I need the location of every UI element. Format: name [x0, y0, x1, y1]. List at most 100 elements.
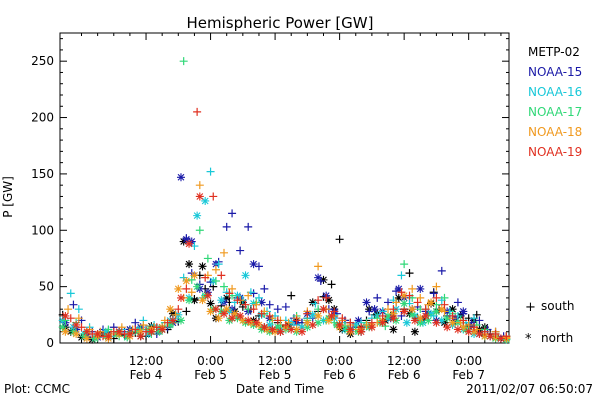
north-point	[427, 298, 436, 307]
marker-legend-item: * north	[525, 331, 573, 347]
north-point	[416, 284, 425, 293]
south-point	[241, 300, 250, 309]
north-point	[61, 327, 70, 336]
north-point	[297, 323, 306, 332]
south-point	[314, 296, 323, 305]
south-point	[448, 311, 457, 320]
x-tick-time: 12:00	[129, 354, 164, 368]
north-point	[424, 316, 433, 325]
north-point	[297, 327, 306, 336]
north-point	[198, 262, 207, 271]
north-point	[268, 325, 277, 334]
north-point	[314, 311, 323, 320]
north-point	[400, 291, 409, 300]
south-point	[201, 273, 210, 282]
south-point	[69, 300, 78, 309]
data-points	[58, 57, 511, 344]
north-point	[198, 296, 207, 305]
legend-entry: NOAA-17	[528, 105, 582, 119]
north-point	[217, 296, 226, 305]
north-point	[244, 316, 253, 325]
north-point	[402, 318, 411, 327]
north-point	[276, 327, 285, 336]
south-point	[432, 282, 441, 291]
south-point	[273, 316, 282, 325]
north-point	[400, 299, 409, 308]
south-marker-label: south	[541, 299, 575, 313]
south-marker-symbol: +	[525, 300, 536, 315]
south-point	[174, 305, 183, 314]
north-point	[464, 327, 473, 336]
north-point	[421, 311, 430, 320]
south-point	[389, 305, 398, 314]
north-point	[367, 323, 376, 332]
south-point	[338, 314, 347, 323]
south-point	[220, 248, 229, 257]
north-point	[443, 314, 452, 323]
south-point	[233, 296, 242, 305]
north-point	[480, 332, 489, 341]
south-point	[373, 293, 382, 302]
south-point	[330, 307, 339, 316]
y-tick-label: 150	[31, 167, 54, 181]
north-point	[408, 305, 417, 314]
north-point	[252, 318, 261, 327]
north-point	[238, 316, 247, 325]
south-point	[470, 323, 479, 332]
south-point	[397, 311, 406, 320]
marker-legend: + south * north	[525, 299, 575, 347]
north-point	[273, 323, 282, 332]
north-point	[467, 322, 476, 331]
x-tick-time: 0:00	[326, 354, 353, 368]
south-point	[416, 293, 425, 302]
south-point	[254, 293, 263, 302]
south-point	[187, 275, 196, 284]
north-point	[416, 314, 425, 323]
north-point	[236, 311, 245, 320]
north-point	[193, 211, 202, 220]
legend-entry: NOAA-19	[528, 145, 582, 159]
north-point	[182, 277, 191, 285]
footer-timestamp: 2011/02/07 06:50:07	[466, 382, 593, 396]
south-point	[225, 289, 234, 298]
south-point	[182, 307, 191, 316]
north-point	[470, 327, 479, 336]
south-point	[287, 291, 296, 300]
north-point	[314, 318, 323, 327]
x-tick-date: Feb 7	[452, 368, 485, 382]
legend: METP-02 NOAA-15 NOAA-16 NOAA-17 NOAA-18 NOAA-…	[528, 45, 582, 159]
north-point	[384, 311, 393, 320]
south-point	[203, 254, 212, 263]
north-point	[324, 316, 333, 325]
south-point	[131, 318, 140, 327]
north-point	[308, 298, 317, 307]
north-point	[354, 316, 363, 325]
south-point	[228, 209, 237, 218]
north-point	[448, 305, 457, 314]
north-point	[308, 310, 317, 319]
legend-entry: NOAA-16	[528, 85, 582, 99]
north-point	[394, 293, 403, 302]
south-point	[74, 305, 83, 314]
north-point	[459, 307, 468, 316]
y-axis-label: P [GW]	[1, 176, 15, 218]
north-point	[176, 173, 185, 182]
north-point	[394, 284, 403, 293]
north-marker-symbol: *	[525, 332, 532, 347]
north-point	[101, 327, 110, 336]
north-point	[378, 318, 387, 327]
north-point	[72, 329, 81, 338]
south-point	[244, 291, 253, 300]
north-point	[405, 309, 414, 318]
north-point	[82, 327, 91, 336]
north-point	[166, 320, 175, 329]
north-point	[203, 291, 212, 300]
north-point	[185, 260, 194, 269]
south-point	[405, 291, 414, 300]
north-point	[292, 325, 301, 334]
north-point	[410, 327, 419, 336]
north-point	[432, 318, 441, 327]
north-point	[241, 271, 250, 280]
south-point	[413, 298, 422, 307]
north-point	[222, 293, 231, 302]
